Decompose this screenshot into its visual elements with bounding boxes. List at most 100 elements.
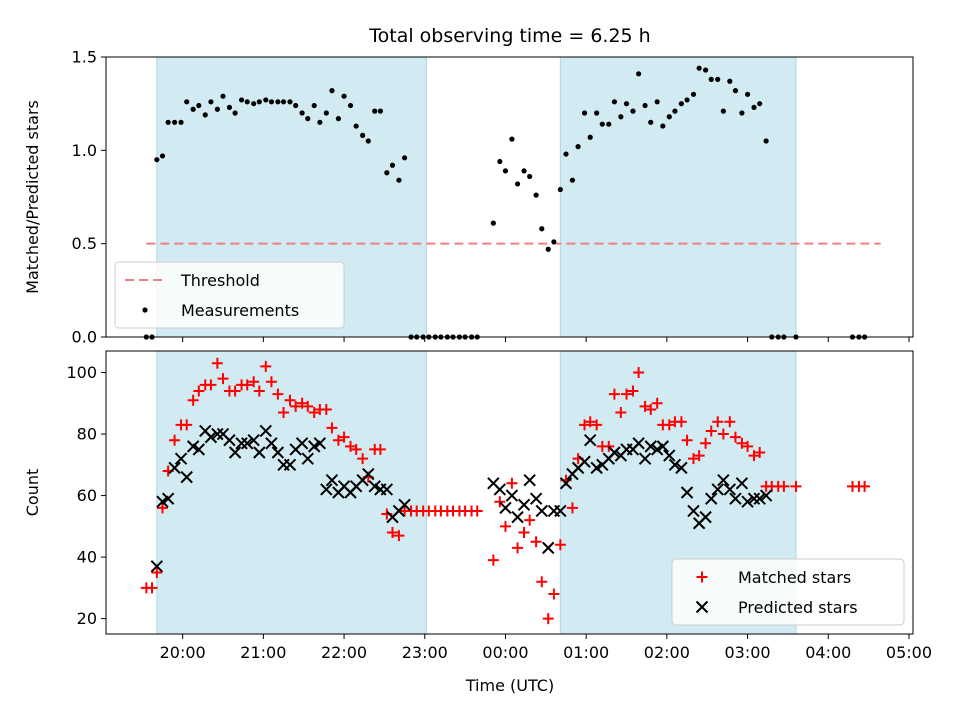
data-point [389, 162, 396, 168]
data-point [732, 88, 739, 94]
data-point [180, 470, 193, 484]
data-point [494, 496, 506, 508]
data-point [514, 181, 521, 187]
data-point [663, 419, 675, 431]
data-point [720, 108, 726, 114]
data-point [705, 425, 717, 437]
data-point [357, 453, 369, 465]
data-point [717, 473, 730, 487]
y-tick-label: 0.0 [72, 328, 97, 347]
data-point [578, 455, 591, 468]
data-point [184, 99, 190, 105]
data-point [487, 554, 499, 566]
data-point [235, 437, 248, 450]
data-point [517, 498, 531, 512]
top-panel: 0.0 0.5 1.0 1.5 Matched/Predicted stars Thres… [23, 48, 914, 347]
data-point [690, 91, 697, 97]
legend: Threshold Measurements [114, 261, 345, 329]
data-point [859, 480, 871, 492]
data-point [506, 477, 518, 489]
axes-frame [105, 56, 914, 338]
data-point [265, 437, 278, 450]
data-point [335, 116, 342, 122]
legend-box [671, 558, 905, 626]
y-tick-label: 80 [77, 425, 97, 444]
data-point [384, 170, 390, 176]
data-point [190, 106, 196, 112]
data-point [396, 177, 402, 183]
y-tick-label: 1.5 [72, 48, 97, 67]
data-point [611, 99, 618, 105]
data-point [313, 437, 327, 450]
data-point [347, 102, 354, 109]
data-point [192, 443, 206, 456]
data-point [284, 394, 296, 406]
data-point [296, 397, 308, 409]
data-point [608, 446, 621, 459]
data-point [632, 437, 645, 450]
x-tick-label: 03:00 [725, 643, 771, 662]
data-point [229, 385, 241, 397]
data-point [220, 93, 226, 99]
data-point [362, 467, 375, 481]
data-point [778, 480, 790, 492]
series-predicted-stars [150, 424, 773, 573]
data-point [365, 138, 371, 144]
series-matched-stars [140, 357, 871, 625]
chart-title: Total observing time = 6.25 h [368, 25, 650, 47]
data-point [308, 407, 320, 419]
data-point [535, 504, 548, 518]
data-point [666, 114, 672, 120]
data-point [712, 416, 724, 428]
data-point [290, 400, 302, 412]
data-point [594, 110, 600, 116]
data-point [398, 498, 411, 512]
data-point [320, 403, 332, 415]
data-point [374, 443, 386, 455]
data-point [338, 431, 350, 443]
data-point [268, 99, 275, 105]
data-point [748, 450, 760, 462]
data-point [260, 360, 272, 372]
y-tick-label: 40 [77, 548, 97, 567]
data-point [499, 501, 512, 515]
data-point [311, 102, 317, 109]
data-point [280, 99, 287, 105]
data-point [663, 449, 676, 462]
data-point [660, 123, 666, 129]
data-point [536, 576, 548, 588]
data-point [548, 588, 560, 600]
data-point [554, 539, 566, 551]
data-point [317, 119, 323, 125]
data-point [527, 173, 533, 180]
data-point [687, 453, 699, 465]
data-point [278, 407, 290, 419]
x-tick-label: 00:00 [482, 643, 528, 662]
data-point [699, 510, 712, 524]
data-point [499, 520, 511, 532]
x-tick-label: 20:00 [160, 643, 206, 662]
x-tick-label: 21:00 [240, 643, 286, 662]
observing-interval-shade [559, 57, 797, 337]
data-point [741, 495, 754, 508]
legend-label: Measurements [181, 301, 299, 320]
data-point [146, 582, 158, 594]
data-point [654, 99, 660, 105]
data-point [557, 186, 563, 193]
data-point [563, 151, 569, 157]
data-point [295, 437, 309, 450]
data-point [744, 91, 751, 97]
data-point [530, 536, 542, 548]
data-point [656, 440, 670, 453]
data-point [305, 116, 311, 122]
data-point [238, 97, 245, 103]
data-point [539, 226, 545, 232]
data-point [678, 101, 684, 107]
data-point [711, 483, 724, 496]
data-point [566, 502, 578, 514]
data-point [301, 452, 314, 465]
data-point [606, 121, 612, 127]
data-point [360, 132, 366, 138]
data-point [639, 400, 651, 412]
data-point [559, 477, 573, 490]
